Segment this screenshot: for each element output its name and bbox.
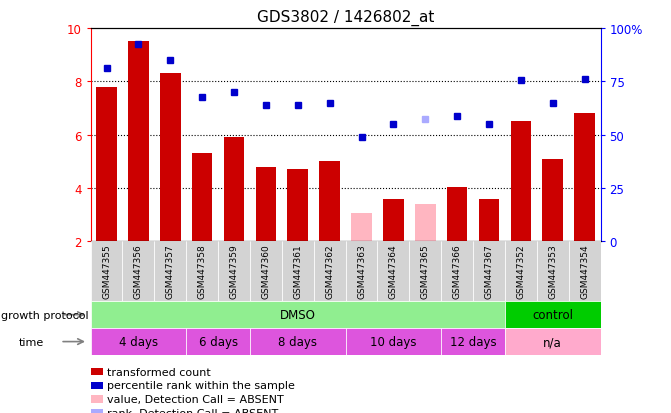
Text: DMSO: DMSO <box>280 309 315 321</box>
Bar <box>505 328 601 355</box>
Bar <box>91 242 123 301</box>
Text: control: control <box>532 309 573 321</box>
Bar <box>574 114 595 242</box>
Bar <box>568 242 601 301</box>
Text: time: time <box>19 337 44 347</box>
Text: GSM447360: GSM447360 <box>262 243 270 298</box>
Text: 6 days: 6 days <box>199 335 238 348</box>
Text: GSM447357: GSM447357 <box>166 243 174 298</box>
Text: GSM447352: GSM447352 <box>517 243 525 298</box>
Bar <box>505 242 537 301</box>
Text: rank, Detection Call = ABSENT: rank, Detection Call = ABSENT <box>107 408 278 413</box>
Text: 8 days: 8 days <box>278 335 317 348</box>
Bar <box>505 301 601 328</box>
Bar <box>351 214 372 242</box>
Bar <box>160 74 180 242</box>
Bar <box>186 242 218 301</box>
Bar <box>250 328 346 355</box>
Bar <box>409 242 442 301</box>
Text: GSM447362: GSM447362 <box>325 243 334 298</box>
Text: GSM447365: GSM447365 <box>421 243 429 298</box>
Bar <box>346 242 377 301</box>
Bar <box>537 242 568 301</box>
Text: 10 days: 10 days <box>370 335 417 348</box>
Text: GSM447361: GSM447361 <box>293 243 302 298</box>
Text: percentile rank within the sample: percentile rank within the sample <box>107 380 295 390</box>
Text: 12 days: 12 days <box>450 335 497 348</box>
Bar <box>96 88 117 242</box>
Bar <box>442 242 473 301</box>
Text: 4 days: 4 days <box>119 335 158 348</box>
Bar <box>383 199 404 242</box>
Bar <box>186 328 250 355</box>
Bar <box>91 328 186 355</box>
Bar <box>128 42 149 242</box>
Bar <box>415 204 435 242</box>
Text: GSM447355: GSM447355 <box>102 243 111 298</box>
Bar <box>542 159 563 242</box>
Bar <box>473 242 505 301</box>
Bar <box>313 242 346 301</box>
Bar <box>192 154 213 242</box>
Text: GSM447354: GSM447354 <box>580 243 589 298</box>
Text: n/a: n/a <box>544 335 562 348</box>
Text: GSM447366: GSM447366 <box>453 243 462 298</box>
Bar <box>91 301 505 328</box>
Text: GSM447367: GSM447367 <box>484 243 493 298</box>
Text: GSM447356: GSM447356 <box>134 243 143 298</box>
Text: GSM447358: GSM447358 <box>198 243 207 298</box>
Bar <box>154 242 186 301</box>
Bar <box>256 167 276 242</box>
Bar <box>442 328 505 355</box>
Bar <box>287 170 308 242</box>
Text: growth protocol: growth protocol <box>1 310 89 320</box>
Text: transformed count: transformed count <box>107 367 211 377</box>
Text: GSM447359: GSM447359 <box>229 243 238 298</box>
Bar <box>282 242 313 301</box>
Bar <box>250 242 282 301</box>
Text: GSM447353: GSM447353 <box>548 243 557 298</box>
Text: GSM447364: GSM447364 <box>389 243 398 298</box>
Bar <box>218 242 250 301</box>
Text: value, Detection Call = ABSENT: value, Detection Call = ABSENT <box>107 394 284 404</box>
Bar <box>377 242 409 301</box>
Text: GSM447363: GSM447363 <box>357 243 366 298</box>
Bar <box>319 162 340 242</box>
Bar <box>478 199 499 242</box>
Bar <box>123 242 154 301</box>
Bar <box>511 122 531 242</box>
Bar <box>447 187 468 242</box>
Bar <box>346 328 441 355</box>
Bar <box>223 138 244 242</box>
Title: GDS3802 / 1426802_at: GDS3802 / 1426802_at <box>257 10 434 26</box>
